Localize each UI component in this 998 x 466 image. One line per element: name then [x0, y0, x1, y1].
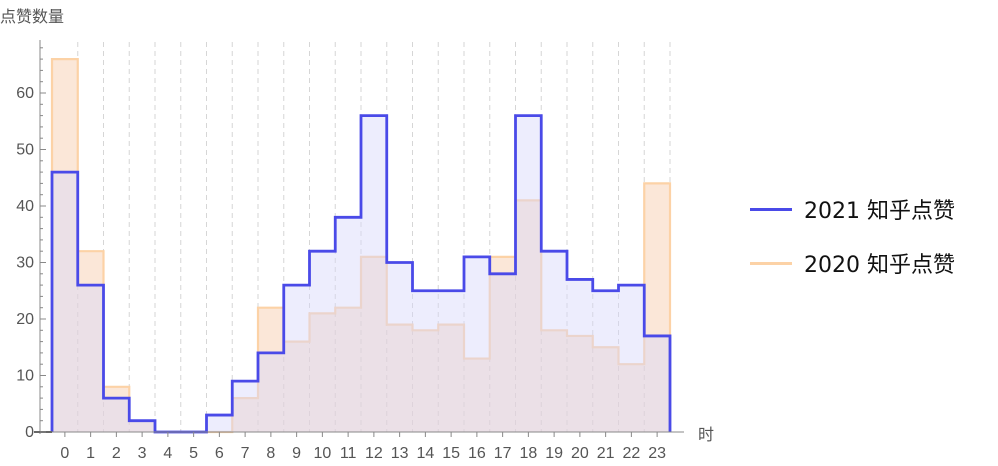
bar-2020-20: [567, 335, 593, 432]
legend-item-2021: 2021 知乎点赞: [750, 182, 955, 236]
bar-2020-7: [232, 398, 258, 432]
bar-2021-6: [206, 415, 233, 432]
x-tick-label: 19: [545, 445, 563, 462]
bar-2021-10: [309, 251, 336, 432]
legend-item-2020: 2020 知乎点赞: [750, 236, 955, 290]
bar-2020-22: [618, 364, 645, 432]
bar-2021-11: [335, 217, 361, 432]
bar-2020-17: [489, 256, 516, 432]
x-tick-label: 16: [468, 445, 486, 462]
y-tick-label: 40: [16, 198, 34, 215]
x-tick-label: 3: [138, 445, 147, 462]
bar-2020-18: [515, 200, 542, 432]
series-2020: [50, 58, 672, 434]
x-tick-label: 15: [442, 445, 460, 462]
y-axis-title: 点赞数量: [0, 7, 64, 26]
bar-2021-3: [129, 420, 155, 432]
bar-2021-17: [489, 273, 516, 432]
x-tick-label: 11: [340, 445, 357, 462]
bar-2021-8: [258, 352, 284, 432]
bar-2021-19: [541, 251, 567, 432]
bar-2021-9: [283, 285, 310, 432]
bar-2021-18: [515, 115, 542, 432]
y-ticks: 0 10 20 30 40 50 60: [16, 47, 46, 441]
bar-2021-0: [52, 172, 78, 432]
bar-2020-19: [541, 330, 567, 432]
legend-swatch-2021: [750, 207, 792, 211]
bar-2021-21: [592, 290, 619, 432]
x-tick-label: 8: [266, 445, 275, 462]
bar-2021-2: [103, 398, 130, 432]
bar-2020-11: [335, 307, 361, 432]
bar-2020-21: [592, 347, 619, 432]
bar-2020-1: [77, 251, 104, 432]
y-tick-label: 10: [16, 368, 34, 385]
bar-2020-0: [52, 59, 78, 432]
x-axis-title: 时: [698, 425, 714, 444]
legend-label-2020: 2020 知乎点赞: [804, 253, 955, 278]
bar-2020-12: [361, 256, 387, 432]
bar-2021-14: [412, 290, 439, 432]
x-tick-label: 9: [292, 445, 301, 462]
series-2021: [50, 114, 672, 434]
y-tick-label: 30: [16, 255, 34, 272]
x-tick-label: 14: [416, 445, 434, 462]
bar-2020-8: [258, 307, 284, 432]
bar-2020-9: [283, 341, 310, 432]
y-tick-label: 20: [16, 311, 34, 328]
y-tick-label: 50: [16, 142, 34, 159]
bar-2021-16: [464, 256, 490, 432]
bar-2020-16: [464, 358, 490, 432]
x-tick-label: 2: [112, 445, 121, 462]
bar-2021-12: [361, 115, 387, 432]
x-tick-label: 20: [571, 445, 589, 462]
x-tick-label: 7: [241, 445, 250, 462]
x-tick-label: 21: [597, 445, 615, 462]
bar-2021-22: [618, 285, 645, 432]
x-tick-label: 13: [391, 445, 409, 462]
x-tick-label: 6: [215, 445, 224, 462]
bar-2020-2: [103, 386, 130, 432]
bar-2020-23: [644, 183, 670, 432]
bar-2021-20: [567, 279, 593, 432]
bar-2021-7: [232, 381, 258, 432]
bar-2020-10: [309, 313, 336, 432]
bar-2020-14: [412, 330, 439, 432]
series-line-2021: [50, 114, 672, 434]
bar-2020-15: [438, 324, 464, 432]
x-tick-label: 18: [519, 445, 537, 462]
y-tick-label: 60: [16, 85, 34, 102]
x-tick-label: 10: [313, 445, 331, 462]
legend-label-2021: 2021 知乎点赞: [804, 199, 955, 224]
bar-2021-23: [644, 335, 670, 432]
x-tick-label: 22: [622, 445, 640, 462]
legend: 2021 知乎点赞 2020 知乎点赞: [750, 182, 955, 290]
x-tick-label: 0: [60, 445, 69, 462]
x-tick-label: 5: [189, 445, 198, 462]
x-tick-label: 4: [163, 445, 172, 462]
bar-2021-15: [438, 290, 464, 432]
x-tick-label: 1: [86, 445, 95, 462]
bar-2020-13: [386, 324, 413, 432]
bar-2021-13: [386, 262, 413, 432]
bar-2021-1: [77, 285, 104, 432]
bar-2020-3: [129, 420, 155, 432]
legend-swatch-2020: [750, 261, 792, 265]
y-tick-label: 0: [25, 424, 34, 441]
x-ticks: 0 1 2 3 4 5 6 7 8 9 10 11 12 13 14 15 16 17 18 19 20 21 22 23: [60, 432, 666, 462]
x-tick-label: 23: [648, 445, 666, 462]
x-tick-label: 12: [365, 445, 383, 462]
x-tick-label: 17: [494, 445, 512, 462]
